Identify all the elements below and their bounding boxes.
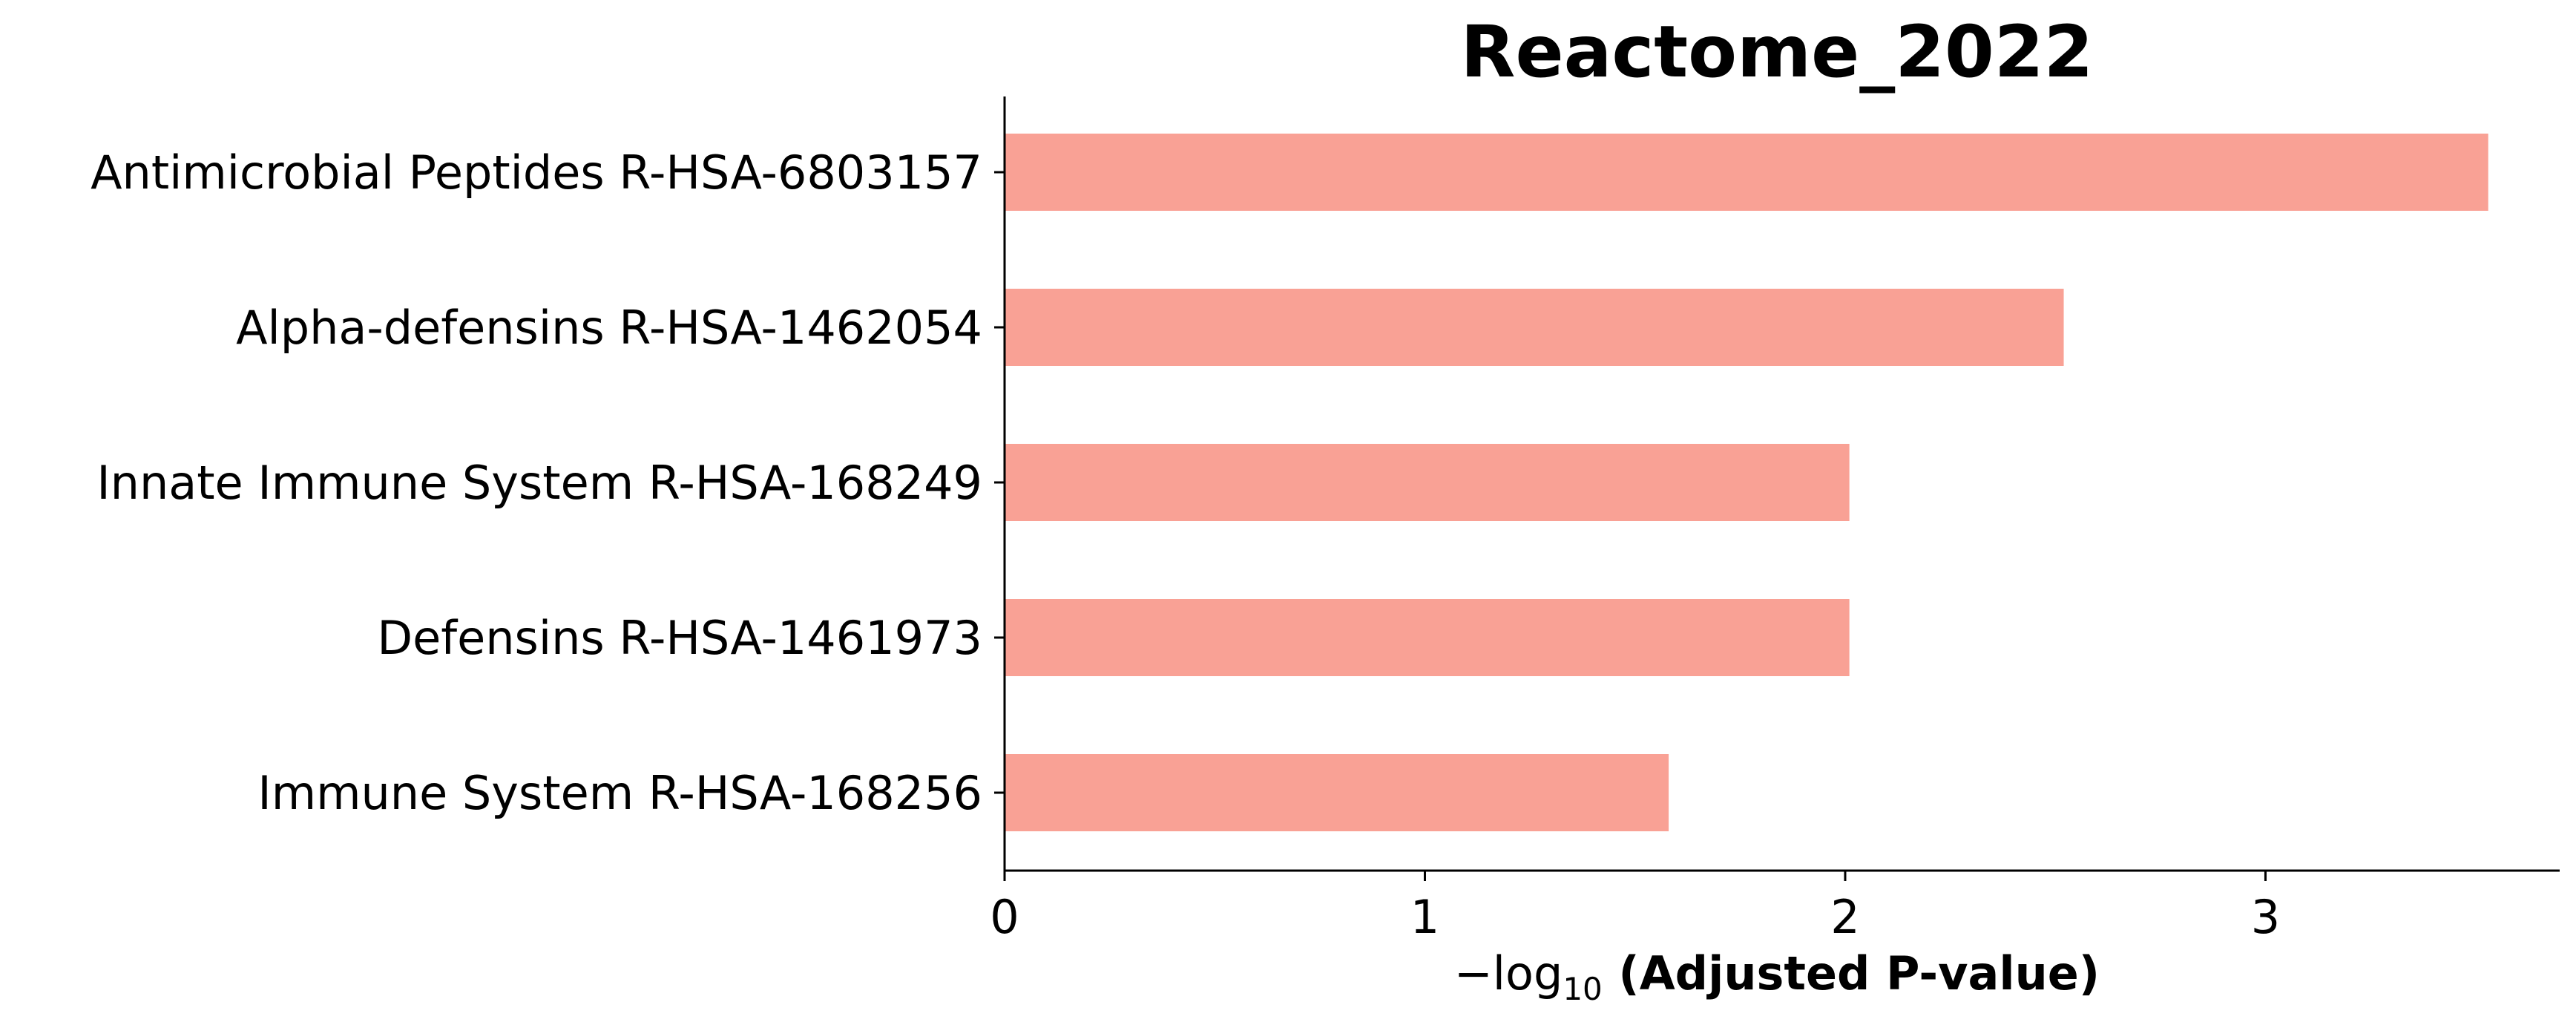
- y-tick-labels: Antimicrobial Peptides R-HSA-6803157 Alph…: [91, 145, 1005, 820]
- x-axis-label-main: (Adjusted P-value): [1603, 946, 2100, 1001]
- y-tick-label-3: Defensins R-HSA-1461973: [377, 611, 982, 665]
- x-axis-label-prefix: −log: [1454, 946, 1563, 1001]
- y-tick-label-2: Innate Immune System R-HSA-168249: [96, 456, 982, 510]
- x-tick-label-2: 2: [1830, 890, 1859, 944]
- bar-2: [1005, 444, 1850, 521]
- x-tick-label-3: 3: [2251, 890, 2280, 944]
- y-tick-label-0: Antimicrobial Peptides R-HSA-6803157: [91, 145, 982, 200]
- y-tick-label-1: Alpha-defensins R-HSA-1462054: [236, 301, 982, 355]
- chart-title: Reactome_2022: [1461, 10, 2094, 94]
- x-axis-label-subscript: 10: [1563, 971, 1602, 1007]
- x-axis-label: −log10 (Adjusted P-value): [1454, 946, 2100, 1007]
- bar-1: [1005, 289, 2064, 366]
- bar-0: [1005, 134, 2488, 211]
- bars-group: [1005, 134, 2488, 831]
- x-tick-label-1: 1: [1410, 890, 1439, 944]
- bar-3: [1005, 599, 1850, 676]
- y-tick-label-4: Immune System R-HSA-168256: [257, 766, 982, 820]
- x-tick-label-0: 0: [990, 890, 1019, 944]
- bar-4: [1005, 754, 1669, 831]
- x-ticks: 0 1 2 3: [990, 871, 2280, 944]
